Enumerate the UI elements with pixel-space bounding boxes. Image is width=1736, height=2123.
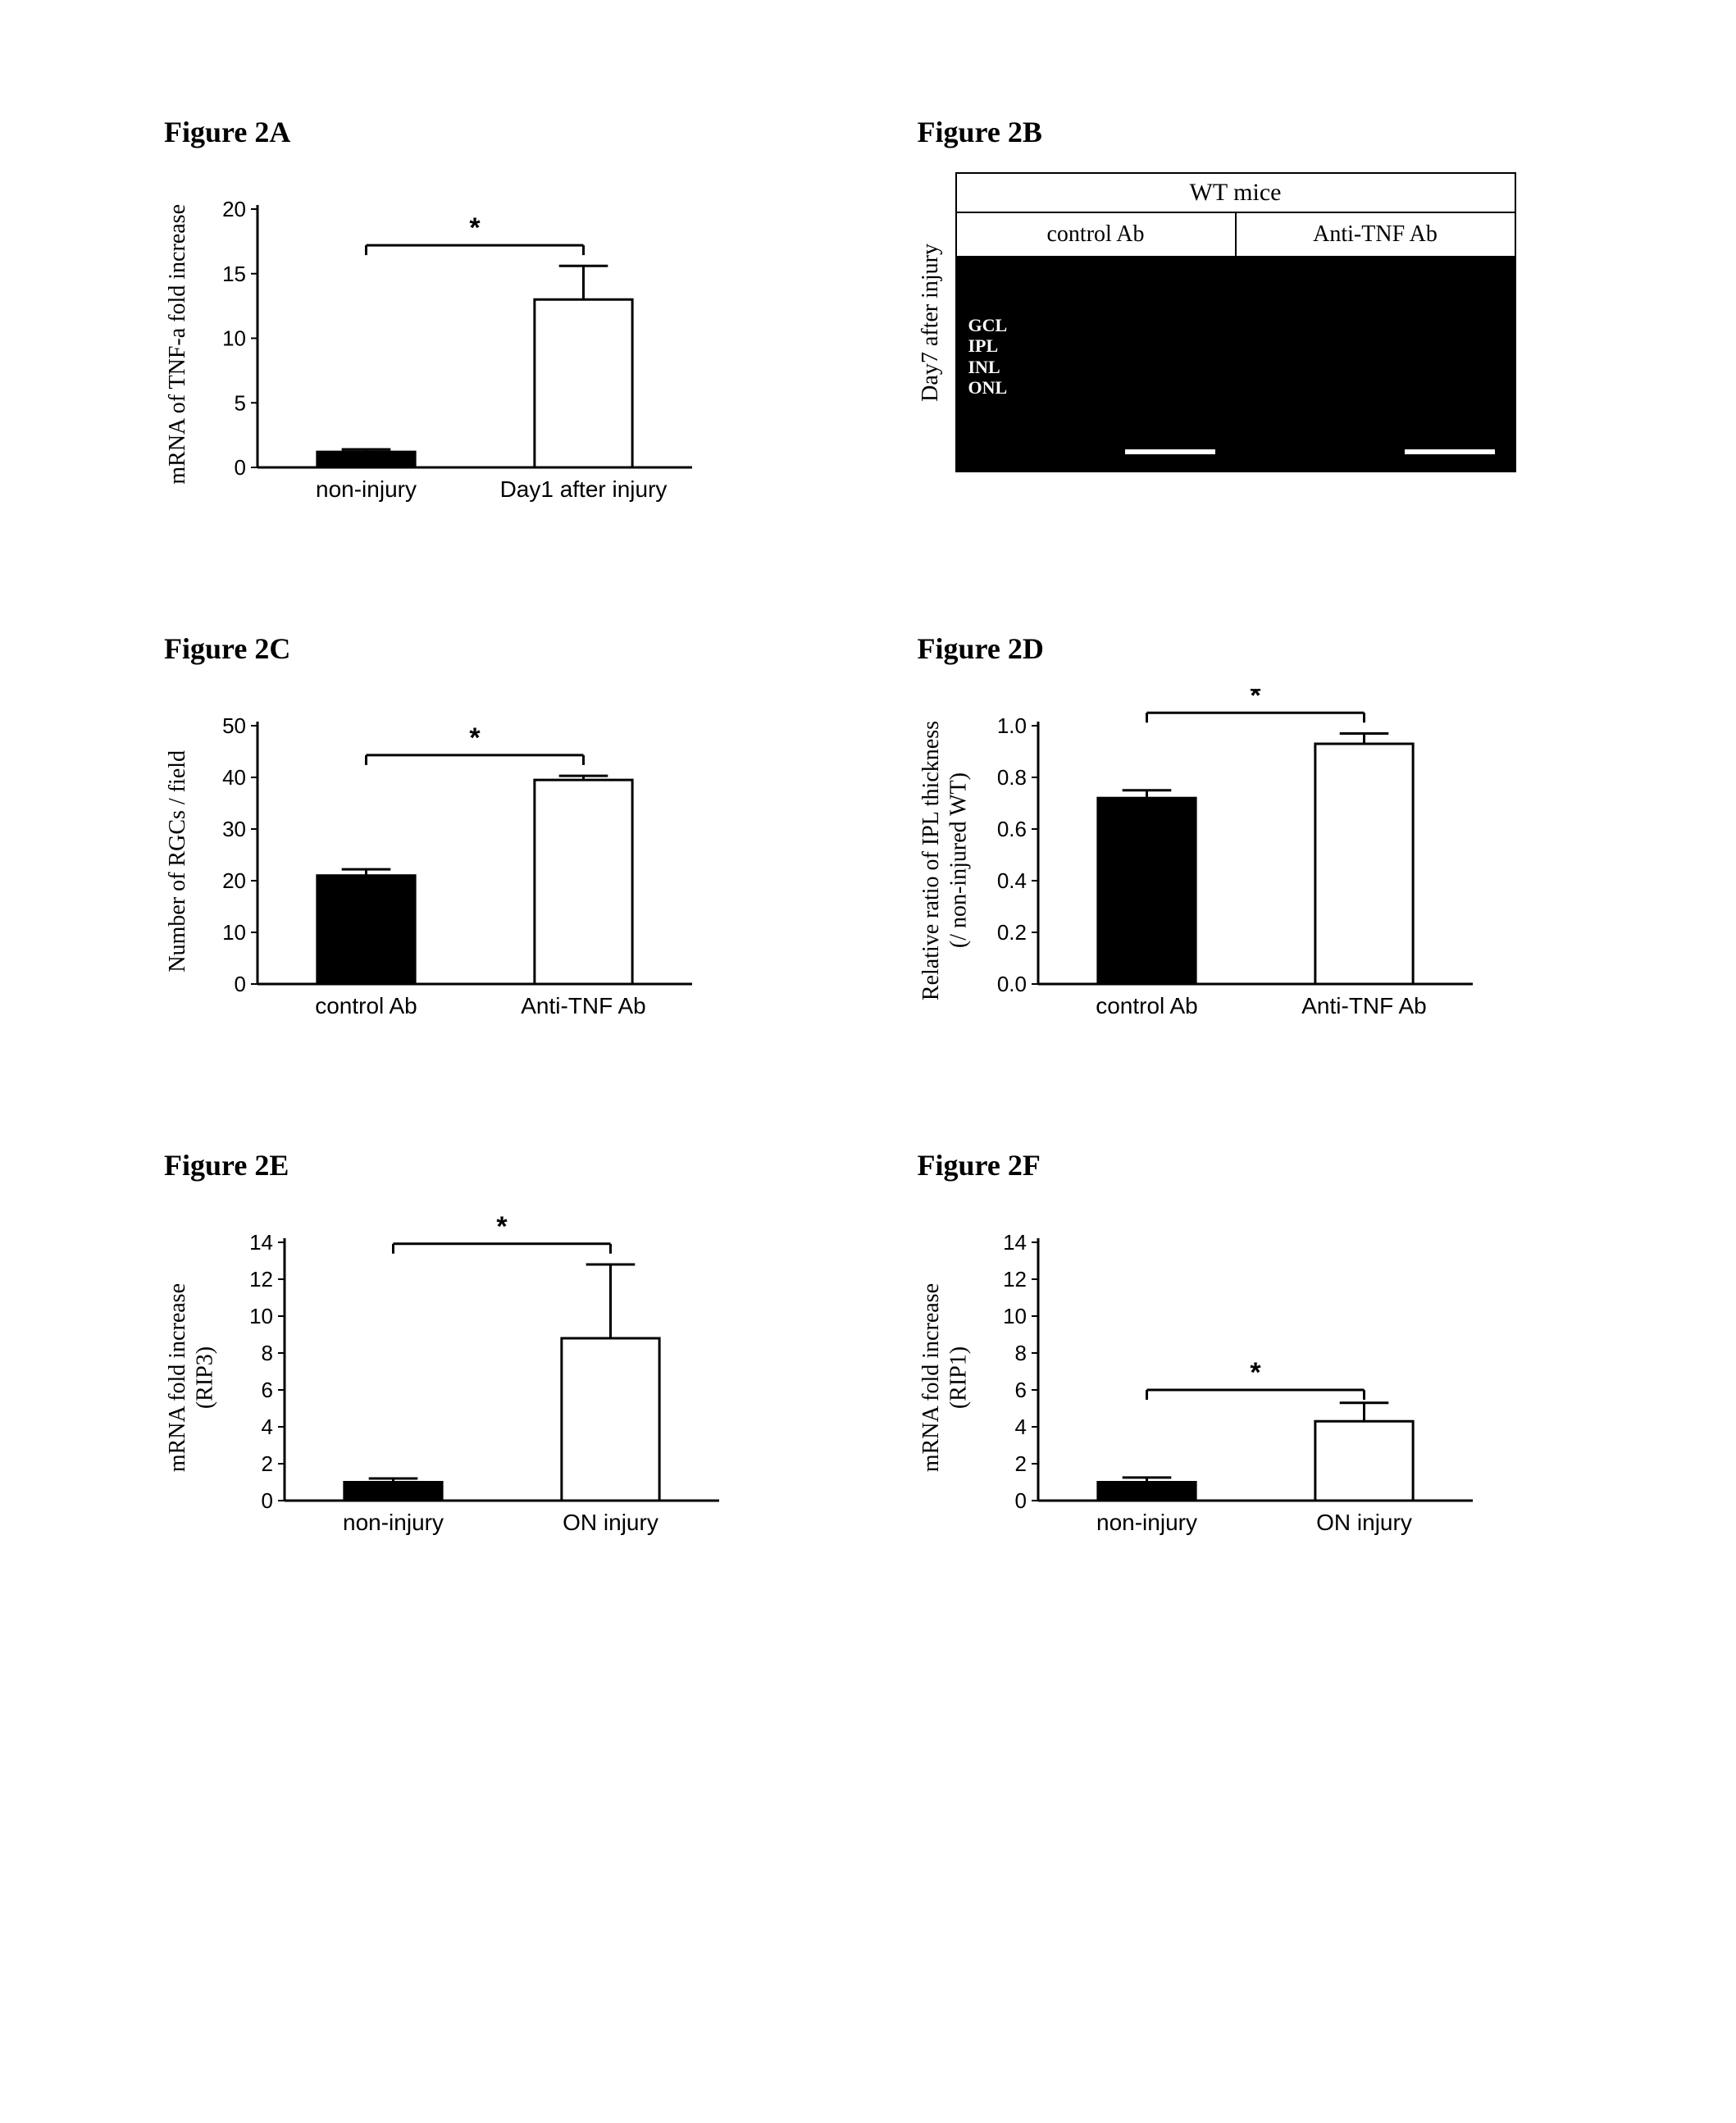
figure-2c-chart-wrap: Number of RGCs / field 0 10 20 30 40 50 contro… bbox=[164, 689, 819, 1033]
figure-2b-supertitle: WT mice bbox=[957, 174, 1515, 213]
svg-text:40: 40 bbox=[222, 765, 246, 790]
scale-bar-icon bbox=[1405, 449, 1495, 454]
figure-2a-panel: Figure 2A mRNA of TNF-a fold increase 0 5… bbox=[164, 115, 819, 517]
svg-text:0.0: 0.0 bbox=[997, 972, 1027, 996]
svg-text:50: 50 bbox=[222, 713, 246, 738]
svg-text:Anti-TNF Ab: Anti-TNF Ab bbox=[1301, 993, 1426, 1018]
figure-2a-chart-wrap: mRNA of TNF-a fold increase 0 5 10 15 20 non-… bbox=[164, 172, 819, 517]
svg-text:14: 14 bbox=[1003, 1230, 1027, 1255]
svg-text:0: 0 bbox=[1014, 1488, 1026, 1513]
svg-text:0.6: 0.6 bbox=[997, 817, 1027, 841]
svg-text:ON injury: ON injury bbox=[563, 1510, 658, 1535]
layer-inl: INL bbox=[968, 357, 1008, 377]
figure-2c-ylabel: Number of RGCs / field bbox=[164, 750, 192, 973]
svg-text:non-injury: non-injury bbox=[1096, 1510, 1197, 1535]
svg-text:1.0: 1.0 bbox=[997, 713, 1027, 738]
figure-2f-svg: 0 2 4 6 8 10 12 14 non-injury ON injury * bbox=[981, 1205, 1489, 1550]
svg-text:12: 12 bbox=[1003, 1267, 1027, 1292]
svg-text:4: 4 bbox=[1014, 1415, 1026, 1439]
figure-2b-col2-label: Anti-TNF Ab bbox=[1237, 213, 1515, 256]
figure-2b-image-control: GCL IPL INL ONL bbox=[957, 257, 1237, 471]
figure-2b-micrograph: Day7 after injury WT mice control Ab Ant… bbox=[918, 172, 1573, 472]
figure-2b-image-antitnf bbox=[1237, 257, 1515, 471]
figure-2d-svg: 0.0 0.2 0.4 0.6 0.8 1.0 control Ab Anti-TNF Ab * bbox=[981, 689, 1489, 1033]
figure-2e-svg: 0 2 4 6 8 10 12 14 non-injury ON injury * bbox=[227, 1205, 736, 1550]
svg-text:4: 4 bbox=[262, 1415, 273, 1439]
figure-2b-title: Figure 2B bbox=[918, 115, 1573, 149]
svg-text:10: 10 bbox=[1003, 1304, 1027, 1328]
svg-text:*: * bbox=[469, 212, 481, 244]
figure-2d-chart-wrap: Relative ratio of IPL thickness (/ non-i… bbox=[918, 689, 1573, 1033]
figure-2a-title: Figure 2A bbox=[164, 115, 819, 149]
svg-text:20: 20 bbox=[222, 197, 246, 221]
svg-text:30: 30 bbox=[222, 817, 246, 841]
figure-2b-row-label: Day7 after injury bbox=[918, 244, 944, 402]
svg-text:non-injury: non-injury bbox=[343, 1510, 444, 1535]
figure-2e-panel: Figure 2E mRNA fold increase (RIP3) 0 2 4 6… bbox=[164, 1148, 819, 1550]
svg-text:5: 5 bbox=[234, 390, 245, 415]
svg-text:Anti-TNF Ab: Anti-TNF Ab bbox=[521, 993, 645, 1018]
figure-2d-title: Figure 2D bbox=[918, 631, 1573, 666]
figure-2f-title: Figure 2F bbox=[918, 1148, 1573, 1182]
figure-2f-panel: Figure 2F mRNA fold increase (RIP1) 0 2 4 6… bbox=[918, 1148, 1573, 1550]
figure-2e-chart-wrap: mRNA fold increase (RIP3) 0 2 4 6 8 10 12 14 non… bbox=[164, 1205, 819, 1550]
figure-2b-layer-labels: GCL IPL INL ONL bbox=[968, 315, 1008, 398]
svg-text:12: 12 bbox=[249, 1267, 273, 1292]
svg-text:0: 0 bbox=[234, 972, 245, 996]
svg-text:*: * bbox=[497, 1211, 508, 1242]
svg-text:0.8: 0.8 bbox=[997, 765, 1027, 790]
figure-2f-ylabel: mRNA fold increase (RIP1) bbox=[918, 1283, 973, 1472]
figure-2e-ylabel: mRNA fold increase (RIP3) bbox=[164, 1283, 219, 1472]
svg-text:10: 10 bbox=[222, 920, 246, 945]
figure-2d-ylabel: Relative ratio of IPL thickness (/ non-i… bbox=[918, 721, 973, 1000]
figure-2c-title: Figure 2C bbox=[164, 631, 819, 666]
figure-2d-panel: Figure 2D Relative ratio of IPL thicknes… bbox=[918, 631, 1573, 1033]
figure-2a-ylabel: mRNA of TNF-a fold increase bbox=[164, 204, 192, 485]
svg-text:control Ab: control Ab bbox=[1096, 993, 1198, 1018]
figure-2a-svg: 0 5 10 15 20 non-injury Day1 after injury * bbox=[200, 172, 709, 517]
svg-text:10: 10 bbox=[222, 326, 246, 351]
figure-2b-images: GCL IPL INL ONL bbox=[957, 257, 1515, 471]
svg-text:0.4: 0.4 bbox=[997, 868, 1027, 893]
figure-2f-chart-wrap: mRNA fold increase (RIP1) 0 2 4 6 8 10 12 14 non… bbox=[918, 1205, 1573, 1550]
figure-2e-title: Figure 2E bbox=[164, 1148, 819, 1182]
svg-text:*: * bbox=[1250, 689, 1261, 711]
svg-text:ON injury: ON injury bbox=[1316, 1510, 1412, 1535]
svg-text:Day1 after injury: Day1 after injury bbox=[499, 476, 667, 502]
scale-bar-icon bbox=[1125, 449, 1215, 454]
svg-text:control Ab: control Ab bbox=[315, 993, 417, 1018]
svg-text:8: 8 bbox=[1014, 1341, 1026, 1365]
svg-text:2: 2 bbox=[262, 1451, 273, 1476]
figure-2b-header: control Ab Anti-TNF Ab bbox=[957, 213, 1515, 257]
svg-text:6: 6 bbox=[262, 1378, 273, 1402]
figure-2b-table: WT mice control Ab Anti-TNF Ab GCL IPL I… bbox=[955, 172, 1516, 472]
svg-text:8: 8 bbox=[262, 1341, 273, 1365]
figure-2b-col1-label: control Ab bbox=[957, 213, 1237, 256]
figure-2c-svg: 0 10 20 30 40 50 control Ab Anti-TNF Ab * bbox=[200, 689, 709, 1033]
svg-text:14: 14 bbox=[249, 1230, 273, 1255]
svg-text:20: 20 bbox=[222, 868, 246, 893]
layer-gcl: GCL bbox=[968, 315, 1008, 335]
svg-text:0: 0 bbox=[262, 1488, 273, 1513]
svg-text:*: * bbox=[1250, 1357, 1261, 1388]
svg-text:0: 0 bbox=[234, 455, 245, 480]
layer-onl: ONL bbox=[968, 377, 1008, 398]
figure-page: Figure 2A mRNA of TNF-a fold increase 0 5… bbox=[0, 0, 1736, 2123]
figure-2c-panel: Figure 2C Number of RGCs / field 0 10 20 30… bbox=[164, 631, 819, 1033]
svg-text:*: * bbox=[469, 722, 481, 754]
figure-grid: Figure 2A mRNA of TNF-a fold increase 0 5… bbox=[164, 115, 1572, 1550]
svg-text:10: 10 bbox=[249, 1304, 273, 1328]
layer-ipl: IPL bbox=[968, 335, 1008, 356]
svg-text:0.2: 0.2 bbox=[997, 920, 1027, 945]
svg-text:2: 2 bbox=[1014, 1451, 1026, 1476]
svg-text:15: 15 bbox=[222, 262, 246, 286]
svg-text:non-injury: non-injury bbox=[316, 476, 417, 502]
svg-text:6: 6 bbox=[1014, 1378, 1026, 1402]
figure-2b-panel: Figure 2B Day7 after injury WT mice cont… bbox=[918, 115, 1573, 517]
